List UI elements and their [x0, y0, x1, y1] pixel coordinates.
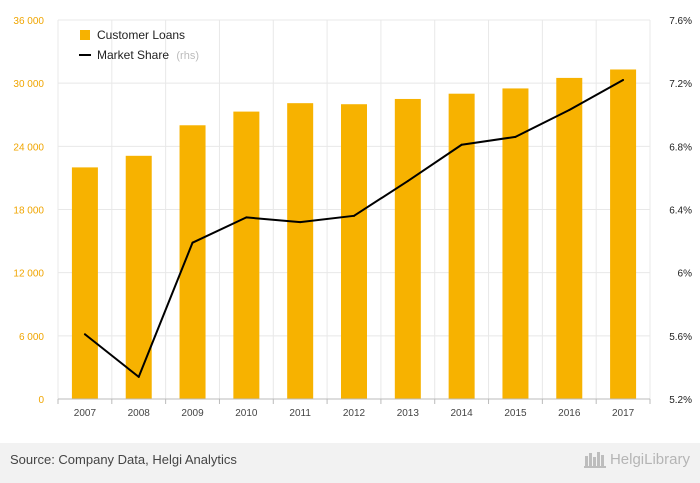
y-left-tick-label: 6 000 — [19, 332, 44, 343]
y-right-tick-label: 7.2% — [669, 79, 692, 90]
bar-series — [71, 69, 637, 400]
y-right-tick-label: 6.4% — [669, 206, 692, 217]
point-market-share-2011 — [299, 221, 302, 224]
x-tick-label: 2010 — [235, 408, 258, 419]
line-series — [83, 79, 625, 378]
bar-customer-loans-2008 — [125, 155, 152, 399]
library-icon — [583, 452, 606, 468]
y-left-tick-label: 18 000 — [13, 206, 44, 217]
legend-market-share-suffix: (rhs) — [176, 50, 199, 62]
y-right-tick-label: 5.6% — [669, 332, 692, 343]
x-tick-label: 2008 — [128, 408, 151, 419]
legend-label-customer-loans: Customer Loans — [97, 28, 185, 42]
bar-customer-loans-2015 — [502, 88, 529, 400]
point-market-share-2008 — [137, 375, 140, 378]
footer: Source: Company Data, Helgi Analytics He… — [0, 443, 700, 483]
y-left-tick-label: 30 000 — [13, 79, 44, 90]
bar-customer-loans-2017 — [610, 69, 637, 399]
y-right-tick-label: 6% — [678, 269, 693, 280]
y-left-tick-label: 0 — [38, 395, 44, 406]
point-market-share-2015 — [514, 135, 517, 138]
chart: 0 6 000 12 000 18 000 24 000 30 000 36 000 5.2%… — [13, 16, 692, 419]
point-market-share-2012 — [353, 214, 355, 217]
legend-label-market-share: Market Share (rhs) — [97, 48, 199, 62]
point-market-share-2014 — [460, 143, 463, 146]
bar-customer-loans-2009 — [179, 125, 206, 400]
y-left-tick-label: 36 000 — [13, 16, 44, 27]
y-right-tick-label: 6.8% — [669, 142, 692, 153]
point-market-share-2010 — [245, 216, 248, 219]
point-market-share-2013 — [406, 180, 409, 183]
point-market-share-2009 — [191, 241, 194, 244]
y-right-tick-label: 7.6% — [669, 16, 692, 27]
source-text: Source: Company Data, Helgi Analytics — [10, 452, 237, 467]
y-right-tick-label: 5.2% — [669, 395, 692, 406]
x-tick-label: 2012 — [343, 408, 366, 419]
x-tick-label: 2017 — [612, 408, 635, 419]
x-tick-label: 2013 — [397, 408, 420, 419]
bar-customer-loans-2011 — [287, 103, 314, 400]
brand-name: HelgiLibrary — [609, 450, 690, 468]
y-left-tick-label: 12 000 — [13, 269, 44, 280]
point-market-share-2017 — [622, 79, 625, 82]
brand-logo: HelgiLibrary — [583, 450, 690, 468]
x-tick-label: 2015 — [504, 408, 527, 419]
bar-customer-loans-2013 — [394, 98, 421, 399]
point-market-share-2016 — [568, 109, 571, 112]
axes: 0 6 000 12 000 18 000 24 000 30 000 36 000 5.2%… — [13, 16, 692, 419]
x-tick-label: 2016 — [558, 408, 581, 419]
bar-customer-loans-2007 — [71, 167, 98, 399]
legend: Customer Loans Market Share (rhs) — [79, 28, 199, 62]
x-tick-label: 2011 — [289, 408, 311, 419]
bar-customer-loans-2016 — [556, 77, 583, 400]
bar-customer-loans-2012 — [341, 104, 367, 399]
y-left-tick-label: 24 000 — [13, 142, 44, 153]
point-market-share-2007 — [83, 333, 86, 336]
x-tick-label: 2007 — [74, 408, 97, 419]
bar-customer-loans-2014 — [448, 93, 475, 399]
x-tick-label: 2009 — [181, 408, 204, 419]
x-tick-label: 2014 — [451, 408, 474, 419]
legend-market-share-name: Market Share — [97, 48, 169, 62]
legend-swatch-customer-loans — [80, 30, 90, 40]
bar-customer-loans-2010 — [233, 111, 260, 399]
